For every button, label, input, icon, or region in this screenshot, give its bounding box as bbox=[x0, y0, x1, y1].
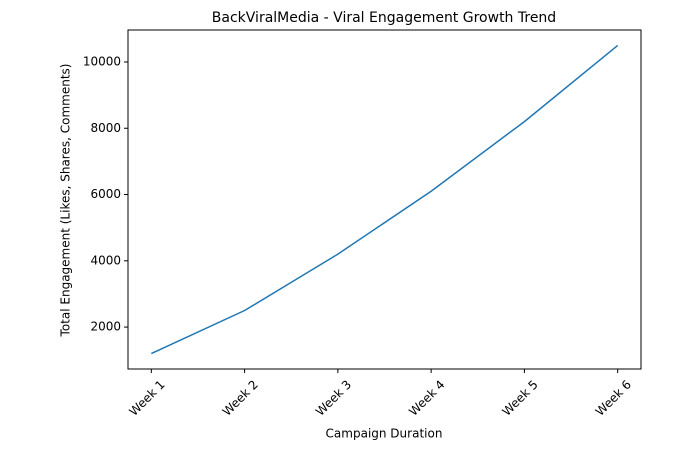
y-tick-label: 10000 bbox=[83, 54, 121, 68]
x-tick-label: Week 6 bbox=[593, 377, 634, 418]
x-axis-label: Campaign Duration bbox=[326, 427, 443, 441]
y-axis-label: Total Engagement (Likes, Shares, Comment… bbox=[59, 64, 73, 338]
x-tick-label: Week 1 bbox=[126, 377, 167, 418]
y-tick-label: 2000 bbox=[90, 320, 121, 334]
y-tick-label: 8000 bbox=[90, 121, 121, 135]
y-tick-label: 4000 bbox=[90, 253, 121, 267]
chart-title: BackViralMedia - Viral Engagement Growth… bbox=[212, 10, 556, 26]
plot-frame bbox=[127, 29, 642, 370]
x-tick-label: Week 3 bbox=[313, 377, 354, 418]
x-tick-label: Week 2 bbox=[220, 377, 261, 418]
y-tick-label: 6000 bbox=[90, 187, 121, 201]
data-line bbox=[151, 44, 619, 355]
x-tick-label: Week 4 bbox=[406, 377, 447, 418]
x-tick-label: Week 5 bbox=[500, 377, 541, 418]
